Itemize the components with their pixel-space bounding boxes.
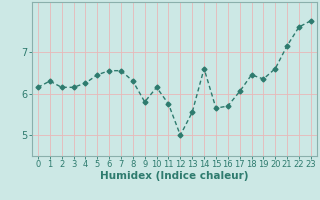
X-axis label: Humidex (Indice chaleur): Humidex (Indice chaleur)	[100, 171, 249, 181]
